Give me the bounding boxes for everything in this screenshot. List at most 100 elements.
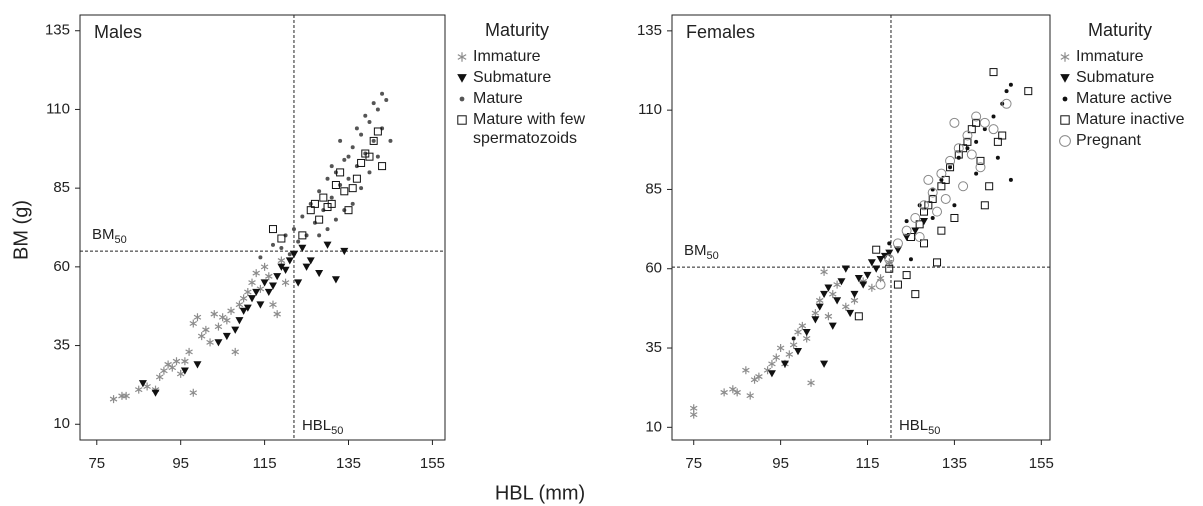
data-point <box>906 233 915 242</box>
data-point <box>863 271 872 280</box>
data-point <box>948 165 953 170</box>
data-point <box>868 283 876 292</box>
data-point <box>959 144 968 153</box>
data-point <box>350 145 355 150</box>
data-point <box>180 367 189 375</box>
data-point <box>798 321 807 330</box>
legend-label: Mature active <box>1076 90 1173 107</box>
data-point <box>876 256 885 264</box>
data-point <box>325 227 330 232</box>
x-tick-label: 95 <box>172 455 189 472</box>
data-point <box>1008 177 1013 182</box>
data-point <box>367 120 372 125</box>
plot-frame <box>671 14 1051 441</box>
data-point <box>972 118 981 127</box>
data-point <box>802 328 811 337</box>
legend: Maturity Immature Submature Mature Mature wi… <box>455 20 593 150</box>
reference-label-text: HBL <box>899 417 928 434</box>
data-point <box>967 125 976 134</box>
data-point <box>980 201 989 210</box>
data-point <box>369 136 378 145</box>
legend-item: Mature <box>455 89 593 108</box>
data-point <box>767 370 776 378</box>
data-point <box>269 300 277 309</box>
data-point <box>971 111 982 122</box>
data-point <box>197 332 206 341</box>
data-point <box>223 316 231 325</box>
data-point <box>1008 82 1013 87</box>
data-point <box>1004 89 1009 94</box>
data-point <box>963 137 972 146</box>
data-point <box>306 206 315 215</box>
data-point <box>820 290 829 299</box>
data-point <box>371 101 376 106</box>
data-point <box>235 317 244 325</box>
data-point <box>910 212 921 223</box>
data-point <box>937 182 946 191</box>
panel-title: Males <box>94 22 142 42</box>
data-point <box>689 404 698 413</box>
data-point <box>1024 87 1033 96</box>
data-point <box>811 316 820 324</box>
data-point <box>371 138 376 143</box>
data-point <box>122 391 130 400</box>
data-point <box>342 157 347 162</box>
data-point <box>375 107 380 112</box>
data-point <box>733 388 741 397</box>
data-point <box>176 369 185 378</box>
legend-label: Immature <box>473 48 541 65</box>
data-point <box>189 388 198 397</box>
data-point <box>378 162 387 171</box>
data-point <box>755 372 763 381</box>
data-point <box>329 195 334 200</box>
y-tick-label: 135 <box>637 22 662 39</box>
legend-swatch <box>1059 135 1071 147</box>
data-point <box>300 214 305 219</box>
legend-swatch <box>457 52 467 62</box>
data-point <box>887 241 892 246</box>
data-point <box>304 233 309 238</box>
data-point <box>239 294 248 303</box>
data-point <box>908 257 913 262</box>
legend-swatch <box>457 74 467 83</box>
data-point <box>222 332 231 341</box>
legend-swatch <box>1060 74 1070 83</box>
y-tick-label: 10 <box>645 418 662 435</box>
data-point <box>260 279 269 287</box>
data-point <box>214 339 223 347</box>
data-point <box>893 280 902 289</box>
legend-title: Maturity <box>485 20 550 40</box>
data-point <box>277 263 286 271</box>
data-point <box>354 126 359 131</box>
y-tick-label: 85 <box>53 179 70 196</box>
reference-label-text: HBL <box>302 417 331 434</box>
legend-title: Maturity <box>1088 20 1153 40</box>
data-point <box>363 113 368 118</box>
x-tick-label: 135 <box>336 455 361 472</box>
data-point <box>932 206 943 217</box>
data-point <box>279 245 284 250</box>
data-point <box>833 297 842 305</box>
data-point <box>285 257 294 265</box>
data-point <box>291 227 296 232</box>
data-point <box>915 220 924 229</box>
data-point <box>946 163 955 172</box>
data-point <box>828 322 837 330</box>
legend-swatch <box>459 96 465 102</box>
data-point <box>746 391 754 400</box>
data-point <box>344 206 353 215</box>
data-point <box>281 266 290 274</box>
data-point <box>815 303 824 311</box>
data-point <box>923 174 934 185</box>
data-point <box>164 360 172 369</box>
y-tick-label: 60 <box>53 258 70 275</box>
data-point <box>298 231 307 240</box>
data-point <box>949 117 960 128</box>
panel-title: Females <box>686 22 755 42</box>
data-point <box>979 117 990 128</box>
legend-label: Mature with few spermatozoids <box>473 111 586 147</box>
data-point <box>815 296 824 305</box>
legend-marker <box>457 115 467 125</box>
data-point <box>993 137 1002 146</box>
